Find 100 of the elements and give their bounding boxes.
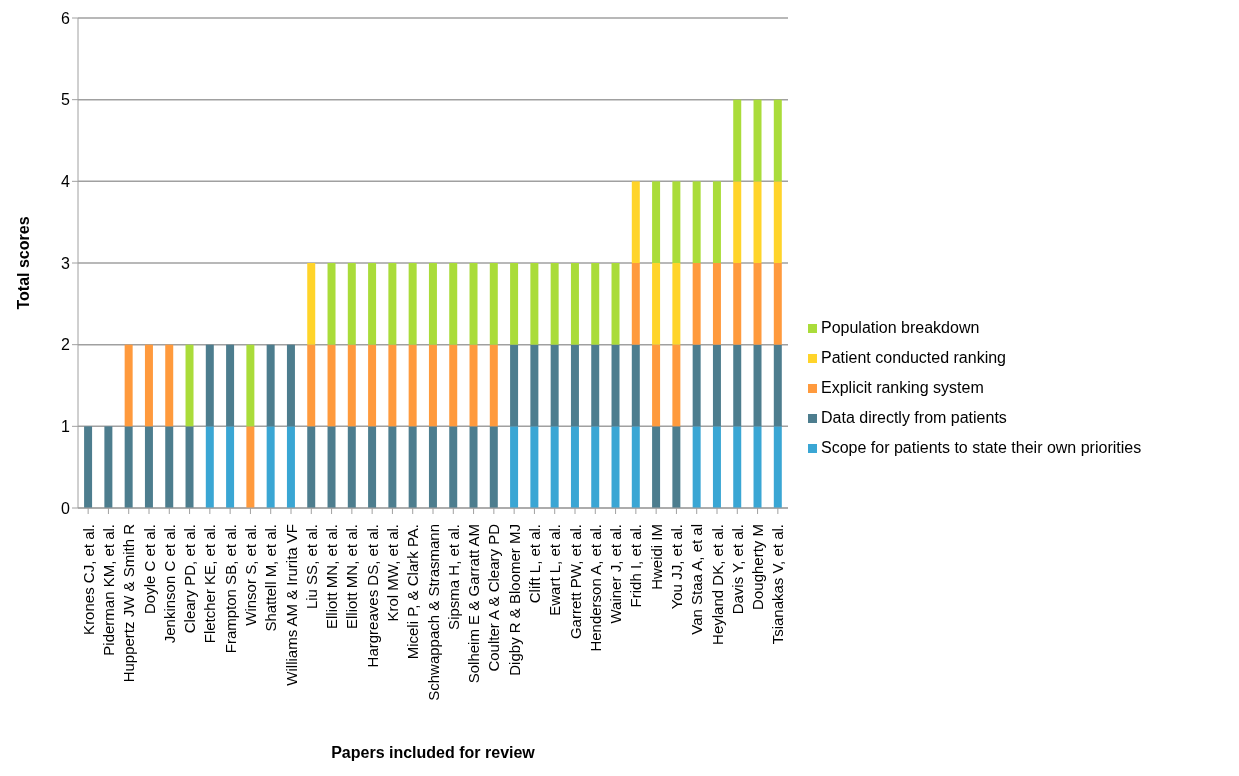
x-tick-label: Williams AM & Irurita VF bbox=[282, 524, 300, 686]
bar bbox=[631, 181, 640, 263]
bar bbox=[428, 344, 437, 427]
bar bbox=[510, 426, 519, 508]
bar bbox=[753, 181, 762, 263]
x-tick-label: Digby R & Bloomer MJ bbox=[505, 524, 523, 676]
bar bbox=[124, 344, 133, 427]
bar bbox=[773, 99, 782, 182]
bar bbox=[712, 181, 721, 263]
x-tick-label: Ewart L, et al. bbox=[546, 524, 564, 616]
x-tick-label: Shattell M, et al. bbox=[262, 524, 280, 632]
y-tick-label: 2 bbox=[61, 336, 71, 354]
x-tick-label: Clift L, et al. bbox=[525, 524, 543, 604]
bar bbox=[652, 426, 661, 508]
x-tick-label: Fletcher KE, et al. bbox=[201, 524, 219, 644]
bar bbox=[510, 263, 519, 345]
bar bbox=[388, 263, 397, 345]
bar bbox=[307, 344, 316, 427]
y-tick-label: 1 bbox=[61, 418, 71, 436]
bar bbox=[631, 426, 640, 508]
bar bbox=[205, 426, 214, 508]
bar bbox=[591, 344, 600, 427]
bar bbox=[307, 426, 316, 508]
y-tick-label: 0 bbox=[61, 499, 71, 517]
bar bbox=[611, 344, 620, 427]
bar bbox=[530, 344, 539, 427]
bar bbox=[733, 181, 742, 263]
bar bbox=[469, 263, 478, 345]
bar bbox=[388, 344, 397, 427]
bar bbox=[753, 263, 762, 345]
x-tick-label: Piderman KM, et al. bbox=[99, 524, 117, 656]
x-tick-label: Jenkinson C et al. bbox=[160, 524, 178, 644]
x-tick-label: Henderson A, et al. bbox=[586, 524, 604, 652]
bar bbox=[672, 263, 681, 345]
bar bbox=[652, 344, 661, 427]
x-tick-label: Doyle C et al. bbox=[140, 524, 158, 615]
bar bbox=[408, 263, 417, 345]
y-tick-label: 5 bbox=[61, 91, 71, 109]
y-tick-label: 4 bbox=[61, 173, 71, 191]
x-axis-title: Papers included for review bbox=[331, 744, 536, 761]
y-tick-label: 6 bbox=[61, 9, 71, 27]
x-tick-label: Krol MW, et al. bbox=[383, 524, 401, 622]
bar bbox=[753, 99, 762, 182]
x-tick-label: Schwappach & Strasmann bbox=[424, 524, 442, 701]
bar bbox=[144, 426, 153, 508]
x-tick-label: Elliott MN, et al. bbox=[343, 524, 361, 630]
bar bbox=[692, 263, 701, 345]
x-tick-label: Heyland DK, et al. bbox=[708, 524, 726, 645]
bar bbox=[550, 426, 559, 508]
bar bbox=[530, 426, 539, 508]
bar bbox=[773, 426, 782, 508]
bar bbox=[428, 426, 437, 508]
bar bbox=[449, 426, 458, 508]
bar bbox=[327, 344, 336, 427]
bar bbox=[530, 263, 539, 345]
bar bbox=[165, 344, 174, 427]
bar bbox=[327, 426, 336, 508]
x-tick-label: Cleary PD, et al. bbox=[181, 524, 199, 634]
bar bbox=[712, 426, 721, 508]
bar bbox=[550, 263, 559, 345]
legend-label: Data directly from patients bbox=[821, 409, 1007, 427]
bar bbox=[631, 263, 640, 345]
x-tick-label: Elliott MN, et al. bbox=[323, 524, 341, 630]
bar bbox=[185, 426, 194, 508]
bar bbox=[611, 263, 620, 345]
bar bbox=[773, 181, 782, 263]
x-tick-label: Fridh I, et al. bbox=[627, 524, 645, 608]
bar bbox=[712, 263, 721, 345]
bar bbox=[408, 344, 417, 427]
legend-label: Patient conducted ranking bbox=[821, 349, 1007, 367]
x-tick-label: Frampton SB, et al. bbox=[221, 524, 239, 654]
bar bbox=[368, 426, 377, 508]
x-tick-label: Wainer J, et al. bbox=[607, 524, 625, 624]
bar bbox=[84, 426, 93, 508]
x-tick-label: Van Staa A, et al bbox=[688, 524, 706, 635]
bar bbox=[733, 426, 742, 508]
bar bbox=[753, 426, 762, 508]
bar bbox=[469, 426, 478, 508]
bar bbox=[733, 99, 742, 182]
bar bbox=[631, 344, 640, 427]
x-tick-label: Winsor S, et al. bbox=[241, 524, 259, 626]
bar bbox=[205, 344, 214, 427]
legend-label: Population breakdown bbox=[821, 319, 980, 337]
legend-label: Scope for patients to state their own priorities bbox=[821, 439, 1142, 457]
bar bbox=[672, 426, 681, 508]
bar bbox=[712, 344, 721, 427]
bar bbox=[753, 344, 762, 427]
bar bbox=[550, 344, 559, 427]
x-tick-label: Tsianakas V, et al. bbox=[769, 524, 787, 645]
bar bbox=[347, 344, 356, 427]
bar bbox=[773, 344, 782, 427]
bar bbox=[388, 426, 397, 508]
bar bbox=[591, 263, 600, 345]
bar bbox=[570, 263, 579, 345]
bar bbox=[449, 263, 458, 345]
bar bbox=[733, 344, 742, 427]
x-tick-label: Hweidi IM bbox=[647, 524, 665, 590]
bar bbox=[144, 344, 153, 427]
x-tick-label: Huppertz JW & Smith R bbox=[120, 523, 138, 683]
bar bbox=[185, 344, 194, 427]
